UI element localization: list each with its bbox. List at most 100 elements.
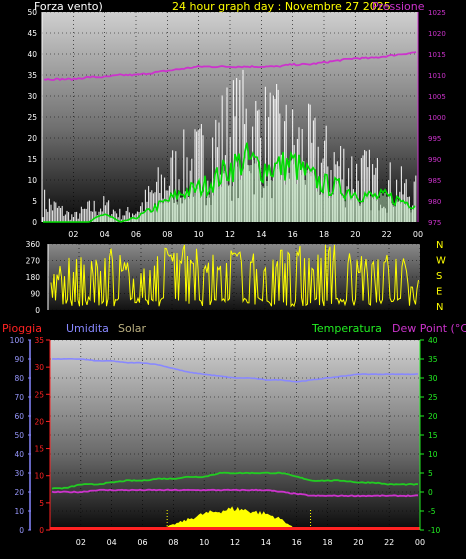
y-left-tick-label: 0 <box>32 218 37 227</box>
x-tick-label: 14 <box>256 230 266 239</box>
y-rain-tick-label: 10 <box>34 472 44 481</box>
solar-label: Solar <box>118 322 147 335</box>
wind-direction-line <box>50 244 419 308</box>
y-tick-label: 270 <box>26 257 41 266</box>
y-right-tick-label: 10 <box>428 450 438 459</box>
y-tick-label: 90 <box>30 290 40 299</box>
y-humidity-tick-label: 20 <box>14 488 24 497</box>
temperature-line <box>51 471 419 490</box>
y-humidity-tick-label: 100 <box>10 336 25 345</box>
x-tick-label: 22 <box>382 230 392 239</box>
x-tick-label: 18 <box>319 230 329 239</box>
wind-axes: 0510152025303540455097598098599099510001… <box>27 8 445 239</box>
y-right-tick-label: 1000 <box>428 114 446 122</box>
compass-label: N <box>436 240 443 251</box>
y-right-tick-label: 1005 <box>428 93 446 101</box>
temp-humidity-data <box>50 357 420 530</box>
x-tick-label: 10 <box>199 538 209 547</box>
x-tick-label: 00 <box>413 230 423 239</box>
pressure-line <box>43 51 417 82</box>
y-humidity-tick-label: 90 <box>14 355 24 364</box>
y-rain-tick-label: 30 <box>34 363 44 372</box>
y-left-tick-label: 15 <box>27 155 37 164</box>
y-humidity-tick-label: 10 <box>14 507 24 516</box>
y-left-tick-label: 25 <box>27 113 37 122</box>
y-humidity-tick-label: 50 <box>14 431 24 440</box>
y-right-tick-label: 1025 <box>428 9 446 17</box>
rain-label: Pioggia <box>2 322 42 335</box>
x-tick-label: 04 <box>107 538 117 547</box>
y-right-tick-label: 990 <box>428 156 441 164</box>
y-right-tick-label: 15 <box>428 431 438 440</box>
humidity-line <box>51 357 418 383</box>
x-tick-label: 20 <box>353 538 363 547</box>
y-right-tick-label: 0 <box>428 488 433 497</box>
y-tick-label: 360 <box>26 240 41 249</box>
y-right-tick-label: 40 <box>428 336 438 345</box>
y-right-tick-label: 30 <box>428 374 438 383</box>
x-tick-label: 02 <box>76 538 86 547</box>
y-rain-tick-label: 20 <box>34 417 44 426</box>
direction-axes: 0 90 180 270 360 <box>26 240 49 315</box>
chart-date-title: 24 hour graph day : Novembre 27 2025 <box>172 0 391 13</box>
y-humidity-tick-label: 80 <box>14 374 24 383</box>
direction-data <box>50 244 419 308</box>
y-right-tick-label: 20 <box>428 412 438 421</box>
y-right-tick-label: -10 <box>428 526 440 535</box>
y-humidity-tick-label: 40 <box>14 450 24 459</box>
solar-area <box>165 506 300 530</box>
compass-label: E <box>436 287 442 298</box>
pressure-title: Pressione <box>372 0 425 13</box>
x-tick-label: 22 <box>384 538 394 547</box>
y-right-tick-label: 35 <box>428 355 438 364</box>
y-left-tick-label: 10 <box>27 176 37 185</box>
x-tick-label: 12 <box>230 538 240 547</box>
x-tick-label: 12 <box>225 230 235 239</box>
x-tick-label: 14 <box>261 538 271 547</box>
y-left-tick-label: 35 <box>27 71 37 80</box>
humidity-label: Umidita <box>66 322 109 335</box>
x-tick-label: 06 <box>131 230 141 239</box>
x-tick-label: 16 <box>292 538 302 547</box>
y-rain-tick-label: 35 <box>34 336 44 345</box>
y-right-tick-label: 1015 <box>428 51 446 59</box>
wind-title: Forza vento) <box>34 0 103 13</box>
y-left-tick-label: 40 <box>27 50 37 59</box>
dewpoint-line <box>51 488 418 498</box>
y-right-tick-label: 25 <box>428 393 438 402</box>
y-humidity-tick-label: 70 <box>14 393 24 402</box>
y-humidity-tick-label: 60 <box>14 412 24 421</box>
wind-pressure-data <box>42 51 417 223</box>
y-right-tick-label: -5 <box>428 507 436 516</box>
y-humidity-tick-label: 30 <box>14 469 24 478</box>
y-rain-tick-label: 0 <box>39 526 44 535</box>
y-left-tick-label: 30 <box>27 92 37 101</box>
compass-label: N <box>436 302 443 313</box>
compass-label: S <box>436 271 442 282</box>
y-rain-tick-label: 25 <box>34 390 44 399</box>
rain-baseline <box>50 527 420 530</box>
y-rain-tick-label: 5 <box>39 499 44 508</box>
x-tick-label: 20 <box>350 230 360 239</box>
y-right-tick-label: 5 <box>428 469 433 478</box>
y-right-tick-label: 1020 <box>428 30 446 38</box>
y-right-tick-label: 1010 <box>428 72 446 80</box>
x-tick-label: 06 <box>137 538 147 547</box>
x-tick-label: 16 <box>288 230 298 239</box>
y-right-tick-label: 980 <box>428 198 441 206</box>
wind-avg-line <box>43 142 416 223</box>
compass-label: W <box>436 256 446 267</box>
x-tick-label: 10 <box>194 230 204 239</box>
y-left-tick-label: 20 <box>27 134 37 143</box>
y-right-tick-label: 975 <box>428 219 441 227</box>
x-tick-label: 00 <box>415 538 425 547</box>
x-tick-label: 08 <box>168 538 178 547</box>
y-right-tick-label: 985 <box>428 177 441 185</box>
dewpoint-label: Dew Point (°C) <box>392 322 466 335</box>
y-tick-label: 180 <box>26 273 41 282</box>
y-right-tick-label: 995 <box>428 135 441 143</box>
y-tick-label: 0 <box>35 306 40 315</box>
